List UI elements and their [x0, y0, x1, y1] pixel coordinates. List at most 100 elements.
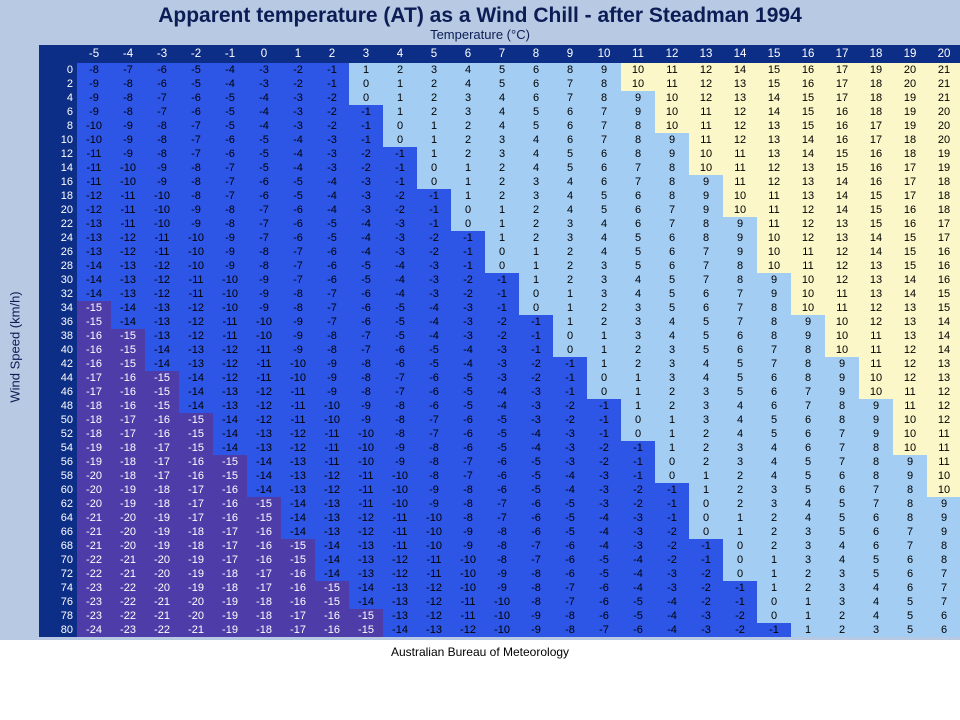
apparent-temperature-cell: 14	[825, 189, 859, 203]
apparent-temperature-cell: 9	[621, 105, 655, 119]
apparent-temperature-cell: -2	[723, 623, 757, 637]
apparent-temperature-cell: -5	[349, 259, 383, 273]
apparent-temperature-cell: -8	[451, 483, 485, 497]
apparent-temperature-cell: -17	[111, 427, 145, 441]
apparent-temperature-cell: 4	[723, 427, 757, 441]
apparent-temperature-cell: -9	[485, 581, 519, 595]
wind-speed-header: 50	[39, 413, 77, 427]
apparent-temperature-cell: 4	[587, 231, 621, 245]
apparent-temperature-cell: 16	[859, 175, 893, 189]
apparent-temperature-cell: -8	[553, 609, 587, 623]
apparent-temperature-cell: -6	[587, 595, 621, 609]
apparent-temperature-cell: 6	[859, 511, 893, 525]
apparent-temperature-cell: -11	[145, 231, 179, 245]
apparent-temperature-cell: -9	[485, 567, 519, 581]
apparent-temperature-cell: -14	[213, 413, 247, 427]
apparent-temperature-cell: -11	[281, 385, 315, 399]
apparent-temperature-cell: -16	[179, 469, 213, 483]
apparent-temperature-cell: -20	[111, 511, 145, 525]
apparent-temperature-cell: -2	[485, 315, 519, 329]
apparent-temperature-cell: -4	[315, 189, 349, 203]
apparent-temperature-cell: -14	[111, 315, 145, 329]
apparent-temperature-cell: -6	[519, 525, 553, 539]
temperature-header: 7	[485, 45, 519, 63]
apparent-temperature-cell: 21	[927, 91, 960, 105]
apparent-temperature-cell: -4	[247, 91, 281, 105]
apparent-temperature-cell: -4	[213, 77, 247, 91]
apparent-temperature-cell: -22	[111, 595, 145, 609]
apparent-temperature-cell: -7	[383, 385, 417, 399]
apparent-temperature-cell: 1	[451, 175, 485, 189]
apparent-temperature-cell: -12	[145, 259, 179, 273]
apparent-temperature-cell: -14	[179, 385, 213, 399]
apparent-temperature-cell: -1	[723, 581, 757, 595]
apparent-temperature-cell: -17	[247, 567, 281, 581]
apparent-temperature-cell: 13	[723, 91, 757, 105]
apparent-temperature-cell: -7	[145, 91, 179, 105]
apparent-temperature-cell: -7	[247, 217, 281, 231]
apparent-temperature-cell: -20	[145, 567, 179, 581]
apparent-temperature-cell: -6	[587, 581, 621, 595]
apparent-temperature-cell: 12	[927, 399, 960, 413]
apparent-temperature-cell: -6	[349, 315, 383, 329]
apparent-temperature-cell: 3	[621, 315, 655, 329]
apparent-temperature-cell: 2	[825, 609, 859, 623]
apparent-temperature-cell: 4	[791, 511, 825, 525]
apparent-temperature-cell: -9	[111, 147, 145, 161]
apparent-temperature-cell: 4	[723, 399, 757, 413]
apparent-temperature-cell: 15	[927, 301, 960, 315]
apparent-temperature-cell: -14	[111, 301, 145, 315]
apparent-temperature-cell: -6	[383, 357, 417, 371]
apparent-temperature-cell: 2	[689, 455, 723, 469]
apparent-temperature-cell: 5	[723, 357, 757, 371]
apparent-temperature-cell: -15	[77, 301, 111, 315]
temperature-header: 6	[451, 45, 485, 63]
apparent-temperature-cell: 13	[825, 231, 859, 245]
apparent-temperature-cell: 7	[757, 357, 791, 371]
apparent-temperature-cell: -16	[179, 455, 213, 469]
apparent-temperature-cell: -2	[485, 329, 519, 343]
apparent-temperature-cell: 3	[825, 567, 859, 581]
apparent-temperature-cell: 15	[859, 189, 893, 203]
apparent-temperature-cell: 5	[791, 483, 825, 497]
apparent-temperature-cell: 12	[689, 77, 723, 91]
apparent-temperature-cell: -3	[689, 623, 723, 637]
apparent-temperature-cell: -8	[417, 469, 451, 483]
apparent-temperature-cell: -3	[349, 175, 383, 189]
apparent-temperature-cell: -18	[247, 609, 281, 623]
apparent-temperature-cell: 5	[485, 63, 519, 77]
apparent-temperature-cell: 4	[621, 273, 655, 287]
apparent-temperature-cell: -14	[349, 581, 383, 595]
apparent-temperature-cell: 10	[893, 441, 927, 455]
apparent-temperature-cell: -23	[77, 595, 111, 609]
wind-speed-header: 44	[39, 371, 77, 385]
apparent-temperature-cell: -2	[689, 567, 723, 581]
x-axis-label: Temperature (°C)	[430, 27, 530, 42]
apparent-temperature-cell: 16	[927, 259, 960, 273]
apparent-temperature-cell: 10	[791, 287, 825, 301]
apparent-temperature-cell: 1	[553, 287, 587, 301]
apparent-temperature-cell: -14	[383, 623, 417, 637]
apparent-temperature-cell: 19	[893, 105, 927, 119]
apparent-temperature-cell: -14	[247, 469, 281, 483]
apparent-temperature-cell: 12	[689, 91, 723, 105]
apparent-temperature-cell: -3	[349, 189, 383, 203]
wind-speed-header: 10	[39, 133, 77, 147]
apparent-temperature-cell: -5	[213, 105, 247, 119]
apparent-temperature-cell: 19	[927, 147, 960, 161]
apparent-temperature-cell: 1	[349, 63, 383, 77]
apparent-temperature-cell: -6	[247, 175, 281, 189]
apparent-temperature-cell: 8	[723, 273, 757, 287]
apparent-temperature-cell: -12	[179, 315, 213, 329]
apparent-temperature-cell: -5	[281, 189, 315, 203]
apparent-temperature-cell: 7	[825, 441, 859, 455]
apparent-temperature-cell: 0	[417, 161, 451, 175]
apparent-temperature-cell: -12	[111, 231, 145, 245]
apparent-temperature-cell: -6	[349, 301, 383, 315]
temperature-header: -4	[111, 45, 145, 63]
temperature-header: 0	[247, 45, 281, 63]
apparent-temperature-cell: -10	[145, 217, 179, 231]
apparent-temperature-cell: -7	[553, 595, 587, 609]
wind-speed-header: 4	[39, 91, 77, 105]
apparent-temperature-cell: -1	[757, 623, 791, 637]
